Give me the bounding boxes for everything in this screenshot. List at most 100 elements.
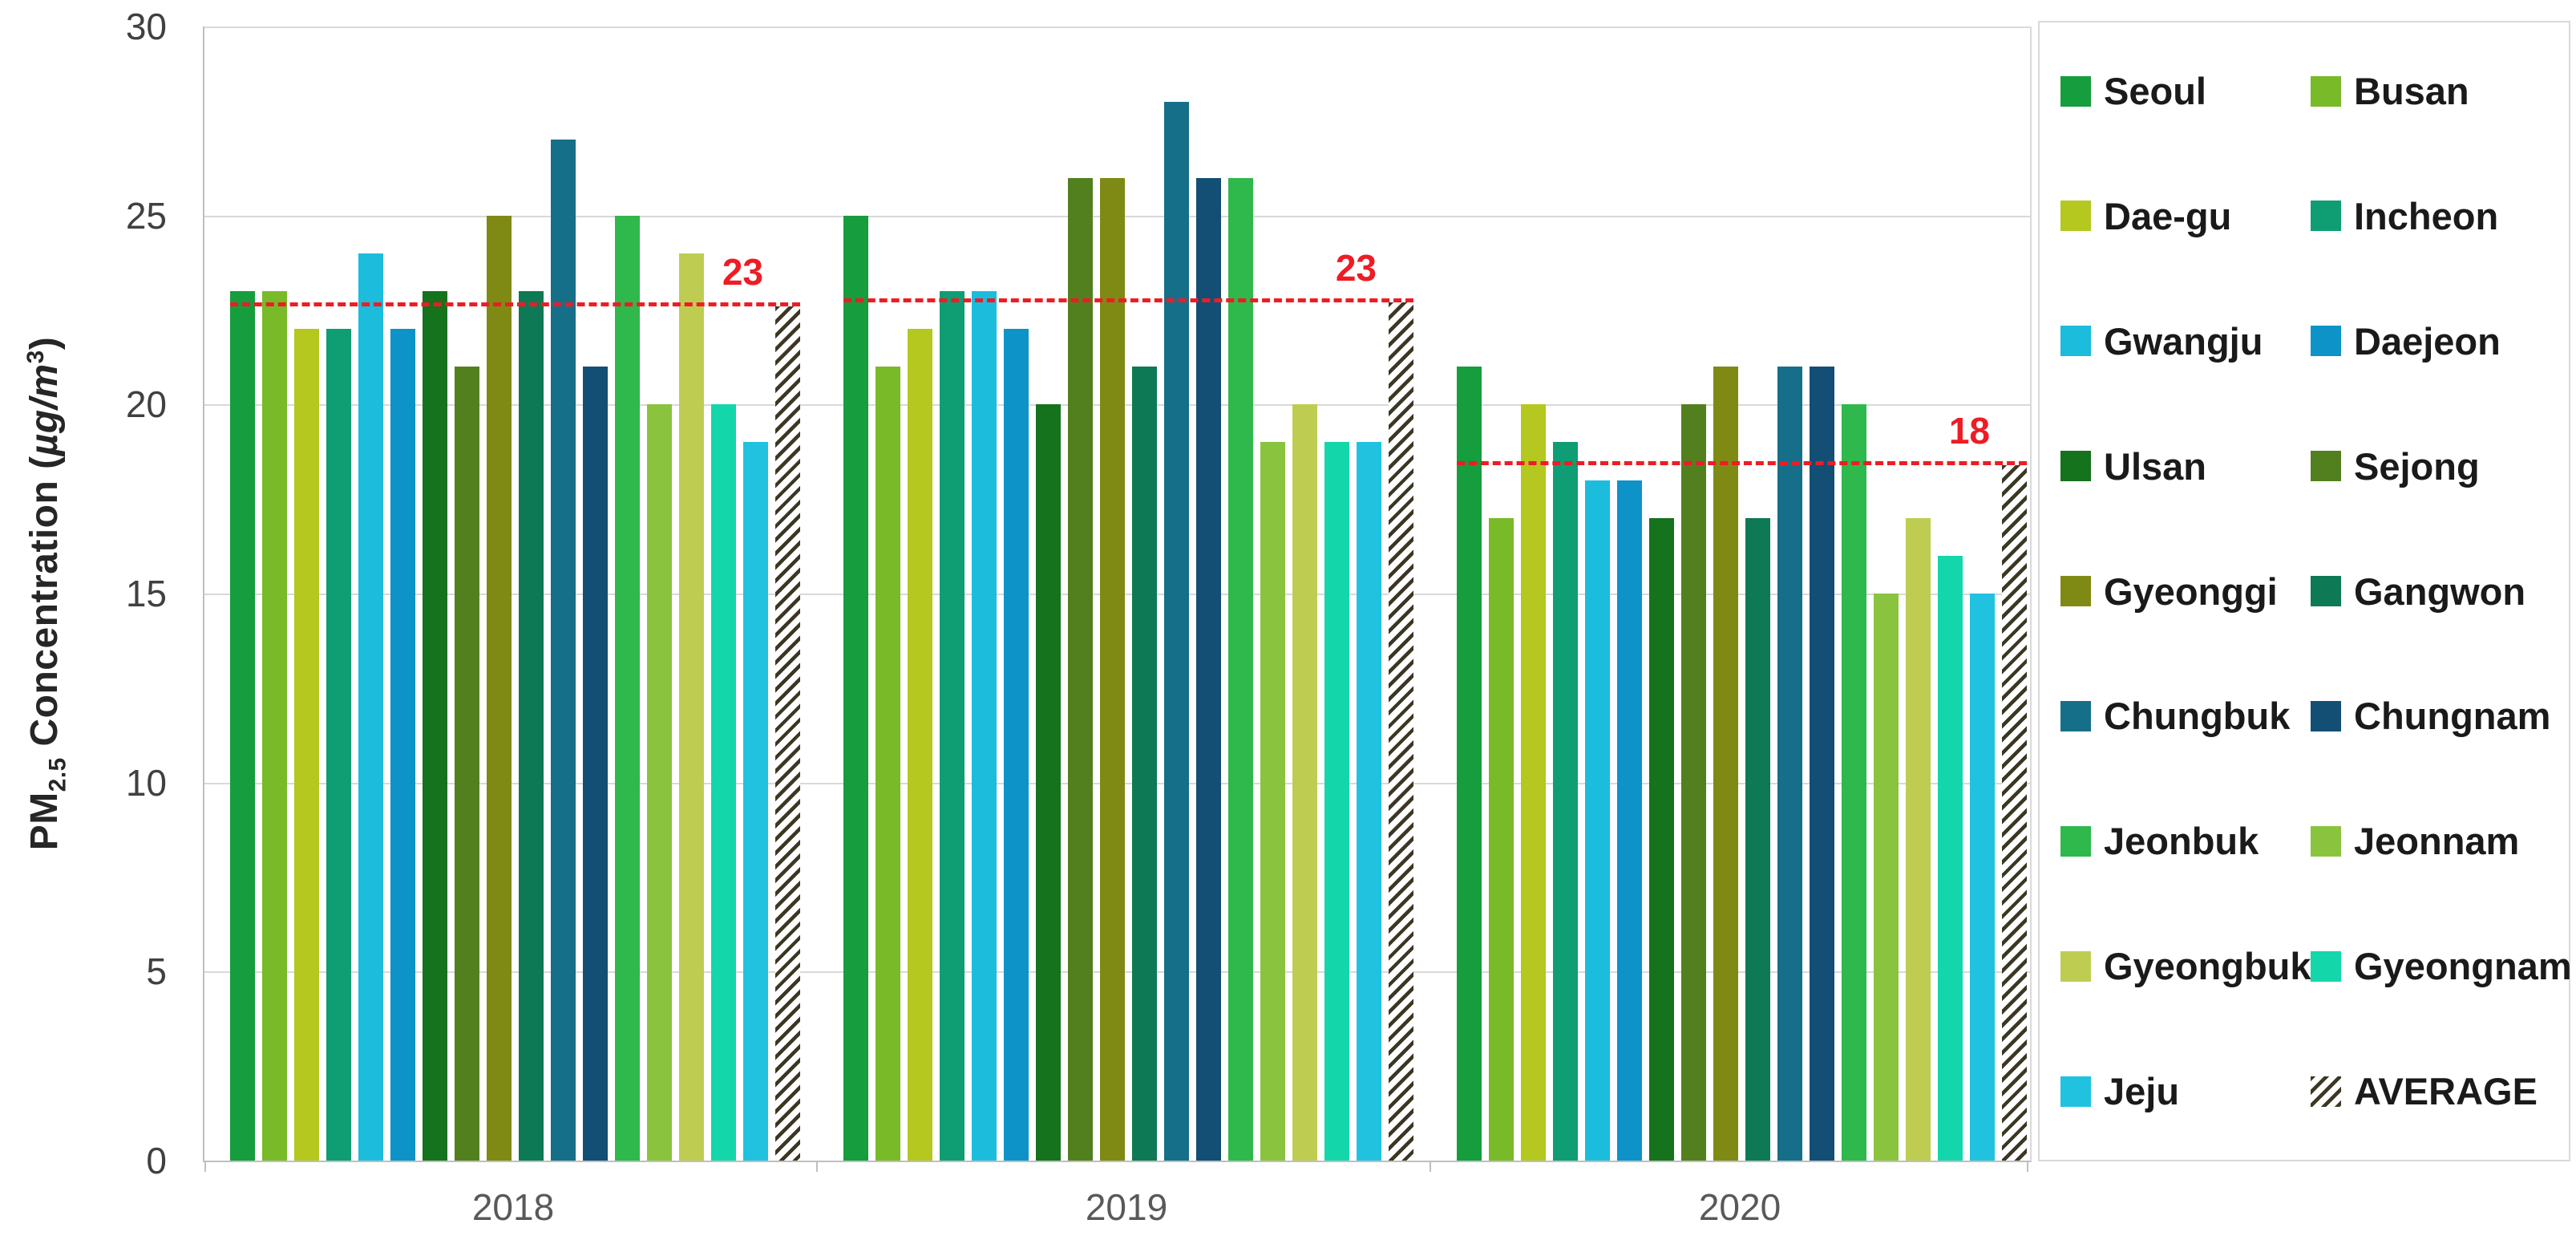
x-axis-label-2019: 2019	[1085, 1186, 1168, 1228]
legend-label-daejeon: Daejeon	[2354, 319, 2501, 363]
bar-chungbuk-2020	[1777, 367, 1802, 1161]
y-tick-label-25: 25	[125, 194, 167, 237]
bar-dae-gu-2018	[294, 329, 319, 1161]
bar-gyeongnam-2020	[1938, 556, 1963, 1161]
bar-seoul-2020	[1457, 367, 1482, 1161]
average-dashed-line-2019	[843, 298, 1413, 302]
y-tick-label-5: 5	[146, 950, 167, 993]
bar-average-2018	[775, 306, 800, 1161]
legend-label-gyeongnam: Gyeongnam	[2354, 945, 2572, 988]
legend-swatch-jeonbuk-icon	[2060, 825, 2091, 857]
legend-swatch-ulsan-icon	[2060, 451, 2091, 482]
bar-jeonnam-2018	[647, 404, 672, 1161]
y-tick-label-15: 15	[125, 573, 167, 614]
legend-row-7: Gyeongbuk Gyeongnam	[2060, 944, 2572, 988]
bar-ulsan-2019	[1036, 404, 1061, 1161]
bar-gyeongbuk-2018	[679, 253, 704, 1161]
legend-label-sejong: Sejong	[2354, 444, 2480, 488]
legend-item-daejeon: Daejeon	[2311, 319, 2561, 363]
bar-busan-2020	[1489, 518, 1514, 1161]
bar-busan-2018	[262, 291, 287, 1161]
bar-gyeongnam-2019	[1324, 442, 1349, 1161]
legend-label-jeju: Jeju	[2104, 1070, 2180, 1112]
legend-item-gangwon: Gangwon	[2311, 569, 2561, 614]
bar-gangwon-2018	[519, 291, 544, 1161]
legend-swatch-gyeonggi-icon	[2060, 576, 2091, 606]
legend-swatch-average-icon	[2311, 1076, 2341, 1107]
bar-gyeongbuk-2019	[1292, 404, 1317, 1161]
bar-chungnam-2020	[1810, 367, 1834, 1161]
legend-label-chungbuk: Chungbuk	[2104, 695, 2291, 738]
bar-jeju-2020	[1970, 594, 1995, 1161]
legend-row-2: Gwangju Daejeon	[2060, 319, 2561, 363]
bar-gyeongnam-2018	[711, 404, 736, 1161]
x-axis-label-2018: 2018	[471, 1186, 555, 1228]
y-tick-label-30: 30	[125, 6, 167, 47]
legend-item-jeonnam: Jeonnam	[2311, 819, 2561, 863]
bar-jeonnam-2019	[1260, 442, 1285, 1161]
legend-swatch-gyeongbuk-icon	[2060, 950, 2091, 982]
legend-item-ulsan: Ulsan	[2060, 444, 2311, 488]
legend-item-chungnam: Chungnam	[2311, 694, 2561, 738]
average-value-label-2019: 23	[1335, 247, 1377, 289]
bar-busan-2019	[876, 367, 900, 1161]
bar-daejeon-2019	[1004, 329, 1029, 1161]
legend-row-5: Chungbuk Chungnam	[2060, 694, 2561, 738]
bar-incheon-2018	[326, 329, 351, 1161]
bar-seoul-2019	[843, 216, 868, 1161]
bar-sejong-2019	[1068, 178, 1093, 1161]
bar-gangwon-2020	[1745, 518, 1770, 1161]
legend-label-jeonnam: Jeonnam	[2354, 820, 2520, 863]
legend-row-1: Dae-gu Incheon	[2060, 194, 2561, 238]
legend-label-incheon: Incheon	[2354, 194, 2499, 237]
legend-swatch-sejong-icon	[2311, 451, 2341, 482]
bar-group-2018: 23	[230, 26, 800, 1161]
legend-item-gyeonggi: Gyeonggi	[2060, 569, 2311, 614]
y-tick-label-10: 10	[125, 761, 167, 804]
legend-swatch-seoul-icon	[2060, 75, 2091, 107]
legend-label-chungnam: Chungnam	[2354, 695, 2551, 738]
legend-item-gyeongnam: Gyeongnam	[2311, 944, 2572, 988]
bar-gwangju-2019	[972, 291, 997, 1161]
average-value-label-2018: 23	[722, 251, 763, 293]
legend-label-ulsan: Ulsan	[2104, 444, 2206, 488]
average-dashed-line-2018	[230, 302, 800, 306]
bar-chungbuk-2019	[1164, 102, 1189, 1161]
bar-chungnam-2018	[583, 367, 608, 1161]
legend-swatch-chungnam-icon	[2311, 700, 2341, 731]
bar-gwangju-2018	[358, 253, 383, 1161]
legend-row-4: Gyeonggi Gangwon	[2060, 569, 2561, 614]
legend-label-dae-gu: Dae-gu	[2104, 194, 2232, 237]
legend-label-seoul: Seoul	[2104, 70, 2206, 112]
bar-gwangju-2020	[1585, 480, 1610, 1161]
legend-item-sejong: Sejong	[2311, 444, 2561, 488]
y-axis-title-sup: 3	[22, 350, 49, 364]
legend: Seoul Busan Dae-gu Incheon Gwangju Daejeon Uls…	[2038, 21, 2572, 1161]
bar-group-2019: 23	[843, 26, 1413, 1161]
legend-swatch-busan-icon	[2311, 75, 2341, 107]
legend-swatch-jeju-icon	[2060, 1076, 2091, 1107]
bar-average-2019	[1389, 302, 1413, 1161]
bar-sejong-2018	[455, 367, 479, 1161]
legend-label-gyeonggi: Gyeonggi	[2104, 569, 2278, 613]
legend-label-busan: Busan	[2354, 70, 2469, 112]
legend-row-3: Ulsan Sejong	[2060, 444, 2561, 488]
bar-chungbuk-2018	[551, 140, 576, 1161]
bar-incheon-2019	[940, 291, 964, 1161]
legend-swatch-dae-gu-icon	[2060, 201, 2091, 232]
legend-item-jeonbuk: Jeonbuk	[2060, 819, 2311, 863]
bar-gyeonggi-2018	[487, 216, 512, 1161]
bar-sejong-2020	[1681, 404, 1706, 1161]
gridline-30	[204, 26, 2030, 28]
legend-row-6: Jeonbuk Jeonnam	[2060, 819, 2561, 863]
bar-ulsan-2018	[423, 291, 447, 1161]
legend-swatch-daejeon-icon	[2311, 326, 2341, 357]
bar-jeju-2019	[1357, 442, 1381, 1161]
legend-swatch-jeonnam-icon	[2311, 825, 2341, 857]
legend-swatch-gwangju-icon	[2060, 326, 2091, 357]
bar-gyeonggi-2019	[1100, 178, 1125, 1161]
bar-jeju-2018	[743, 442, 768, 1161]
bar-chungnam-2019	[1196, 178, 1221, 1161]
legend-item-seoul: Seoul	[2060, 69, 2311, 113]
bar-jeonbuk-2018	[615, 216, 640, 1161]
